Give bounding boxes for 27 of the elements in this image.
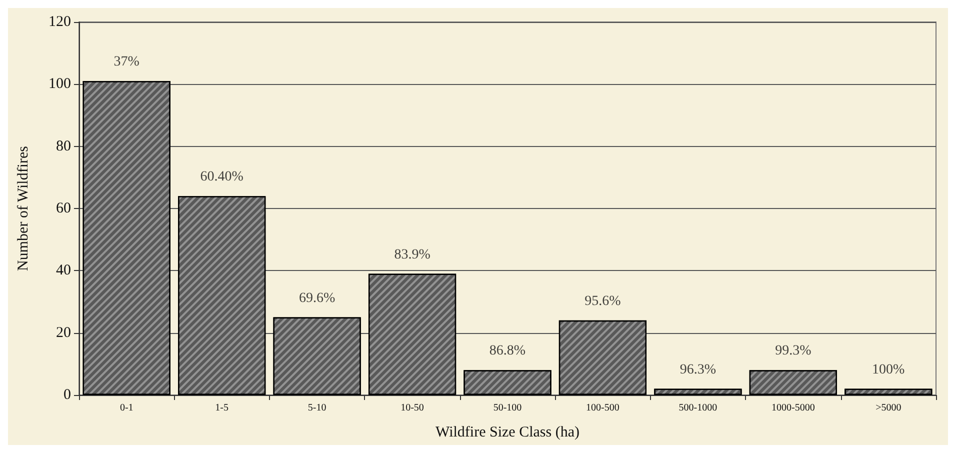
y-tick-label: 60 [56,200,71,216]
annotation: 99.3% [775,344,812,359]
y-tick-label: 120 [48,14,71,30]
x-tick-label: 10-50 [400,402,424,414]
annotation: 83.9% [394,247,431,262]
x-tick-label: 1000-5000 [771,402,815,414]
y-tick-label: 80 [56,138,71,154]
x-tick-label: 0-1 [120,402,134,414]
x-tick-label: 100-500 [586,402,620,414]
annotation: 60.40% [200,170,244,185]
x-tick-label: 50-100 [493,402,522,414]
annotation: 86.8% [489,344,526,359]
annotation: 100% [872,362,906,378]
annotation: 69.6% [298,290,336,306]
x-axis-title: Wildfire Size Class (ha) [436,424,580,440]
annotation: 37% [114,54,140,70]
x-tick-label: >5000 [876,402,902,414]
x-tick-label: 500-1000 [678,402,718,414]
x-tick-label: 1-5 [215,402,229,414]
annotation: 95.6% [584,294,622,309]
y-tick-label: 40 [56,262,71,279]
annotation: 96.3% [680,362,716,378]
y-axis-title: Number of Wildfires [16,146,32,271]
x-tick-label: 5-10 [308,402,326,414]
y-tick-label: 100 [48,76,71,92]
y-tick-label: 20 [56,324,71,341]
y-tick-label: 0 [64,387,71,403]
